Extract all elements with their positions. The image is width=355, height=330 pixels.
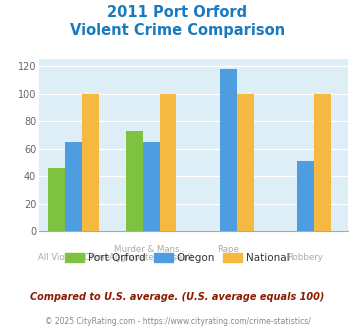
Text: All Violent Crime: All Violent Crime	[38, 253, 110, 262]
Text: Rape: Rape	[217, 245, 239, 254]
Text: 2011 Port Orford: 2011 Port Orford	[108, 5, 247, 20]
Text: Compared to U.S. average. (U.S. average equals 100): Compared to U.S. average. (U.S. average …	[30, 292, 325, 302]
Text: Violent Crime Comparison: Violent Crime Comparison	[70, 23, 285, 38]
Text: Robbery: Robbery	[288, 253, 323, 262]
Bar	[82, 94, 99, 231]
Bar	[65, 142, 82, 231]
Bar	[142, 142, 159, 231]
Bar	[314, 94, 331, 231]
Legend: Port Orford, Oregon, National: Port Orford, Oregon, National	[61, 248, 294, 267]
Bar	[126, 131, 142, 231]
Bar	[48, 168, 65, 231]
Text: © 2025 CityRating.com - https://www.cityrating.com/crime-statistics/: © 2025 CityRating.com - https://www.city…	[45, 317, 310, 326]
Text: Aggravated Assault: Aggravated Assault	[109, 253, 193, 262]
Bar	[297, 161, 314, 231]
Bar	[237, 94, 254, 231]
Bar	[220, 69, 237, 231]
Bar	[159, 94, 176, 231]
Text: Murder & Mans...: Murder & Mans...	[114, 245, 188, 254]
